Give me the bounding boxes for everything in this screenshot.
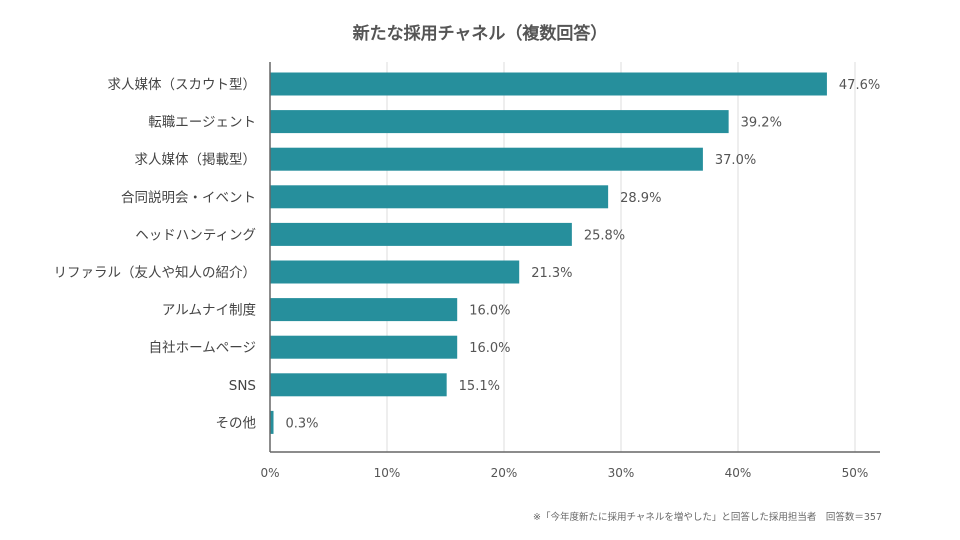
bar <box>270 72 827 96</box>
category-label: アルムナイ制度 <box>162 303 256 319</box>
bar <box>270 373 447 397</box>
bar <box>270 222 572 246</box>
value-label: 47.6% <box>839 78 880 93</box>
category-label: リファラル（友人や知人の紹介） <box>54 264 257 281</box>
x-tick-label: 30% <box>608 466 635 480</box>
x-tick-label: 20% <box>491 466 518 480</box>
bar <box>270 110 729 134</box>
bar <box>270 185 609 209</box>
category-label: その他 <box>216 415 257 431</box>
value-label: 25.8% <box>584 228 625 243</box>
footnote: ※「今年度新たに採用チャネルを増やした」と回答した採用担当者 回答数＝357 <box>533 512 882 523</box>
x-tick-label: 40% <box>725 466 752 480</box>
bar <box>270 335 458 359</box>
bar <box>270 298 458 322</box>
value-label: 28.9% <box>620 191 661 206</box>
category-label: 転職エージェント <box>148 115 256 131</box>
category-label: 自社ホームページ <box>149 340 256 356</box>
category-label: 求人媒体（スカウト型） <box>108 77 257 93</box>
value-label: 37.0% <box>715 153 756 168</box>
bar <box>270 147 703 171</box>
bar <box>270 410 274 434</box>
bar <box>270 260 520 284</box>
value-label: 15.1% <box>459 379 500 394</box>
x-tick-label: 0% <box>260 466 279 480</box>
chart-title: 新たな採用チャネル（複数回答） <box>352 24 608 44</box>
x-tick-label: 50% <box>842 466 869 480</box>
value-label: 0.3% <box>286 416 319 431</box>
value-label: 16.0% <box>469 304 510 319</box>
category-label: SNS <box>229 378 256 394</box>
value-label: 21.3% <box>531 266 572 281</box>
value-label: 16.0% <box>469 341 510 356</box>
category-label: ヘッドハンティング <box>135 227 256 243</box>
category-label: 求人媒体（掲載型） <box>135 152 257 168</box>
category-label: 合同説明会・イベント <box>121 190 256 206</box>
x-tick-label: 10% <box>374 466 401 480</box>
value-label: 39.2% <box>741 116 782 131</box>
